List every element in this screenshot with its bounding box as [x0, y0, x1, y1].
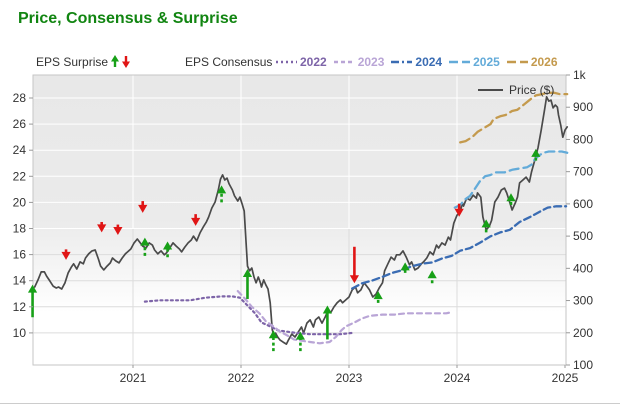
surprise-arrow-down	[138, 201, 148, 213]
line-swatch-2023-icon	[333, 60, 355, 64]
surprise-arrow-up	[506, 193, 516, 206]
legend-year-label: 2025	[473, 55, 500, 69]
consensus-2022-line	[143, 295, 354, 336]
horizontal-gridlines	[33, 97, 566, 334]
eps-surprise-label: EPS Surprise	[36, 55, 109, 69]
surprise-arrow-up	[140, 237, 150, 256]
y-axis-left-label: 28	[13, 91, 27, 105]
surprise-arrow-down	[97, 221, 107, 233]
legend-item-2025: 2025	[449, 55, 500, 69]
surprise-arrow-up	[531, 148, 541, 161]
y-axis-right-label: 700	[573, 165, 593, 179]
surprise-arrow-up	[162, 241, 173, 258]
surprise-arrows-layer	[27, 148, 541, 352]
year-legend: 2022 2023 2024 2025 2026	[276, 55, 558, 69]
y-axis-right-label: 600	[573, 197, 593, 211]
legend-item-2023: 2023	[333, 55, 385, 69]
consensus-2026-line	[459, 91, 569, 144]
consensus-2025-line	[453, 150, 569, 209]
surprise-arrow-up	[295, 331, 305, 352]
chart-title: Price, Consensus & Surprise	[18, 10, 238, 27]
y-axis-left-label: 16	[13, 248, 27, 262]
legend-year-label: 2024	[415, 55, 443, 69]
line-swatch-2026-icon	[506, 60, 528, 64]
y-axis-left-label: 12	[13, 300, 27, 314]
surprise-arrow-up	[481, 219, 491, 233]
surprise-arrow-up	[322, 305, 332, 340]
surprise-legend-icons	[110, 54, 134, 72]
x-axis-label: 2025	[552, 371, 579, 385]
surprise-arrow-down	[191, 214, 201, 226]
price-legend-label: Price ($)	[509, 83, 554, 97]
legend-year-label: 2023	[357, 55, 385, 69]
x-axis-label: 2023	[336, 371, 363, 385]
surprise-arrow-down	[113, 224, 123, 236]
y-axis-right: 1k 900 800 700 600 500 400 300 200 100	[566, 68, 593, 372]
y-axis-right-label: 300	[573, 294, 593, 308]
y-axis-right-label: 800	[573, 132, 593, 146]
x-axis-label: 2021	[120, 371, 147, 385]
legend-year-label: 2022	[300, 55, 327, 69]
line-swatch-2025-icon	[449, 60, 471, 64]
eps-consensus-label: EPS Consensus	[185, 55, 273, 69]
plot-border	[32, 74, 567, 366]
price-legend: Price ($)	[478, 83, 554, 97]
surprise-arrow-up	[373, 291, 383, 303]
legend-item-2024: 2024	[391, 55, 442, 69]
y-axis-right-label: 500	[573, 229, 593, 243]
price-line	[33, 96, 569, 345]
x-axis-label: 2022	[228, 371, 255, 385]
y-axis-right-label: 100	[573, 358, 593, 372]
y-axis-right-label: 1k	[573, 68, 587, 82]
surprise-arrow-up	[427, 270, 437, 284]
legend-year-label: 2026	[530, 55, 558, 69]
surprise-arrow-down	[349, 246, 359, 284]
y-axis-left-label: 14	[13, 274, 27, 288]
consensus-2024-line	[351, 205, 568, 290]
y-axis-left-label: 18	[13, 222, 27, 236]
y-axis-left-label: 24	[13, 143, 27, 157]
surprise-up-icon	[111, 55, 119, 67]
y-axis-right-label: 900	[573, 100, 593, 114]
surprise-up-down-icons	[111, 55, 130, 68]
surprise-arrow-up	[216, 185, 227, 203]
consensus-2023-line	[236, 290, 454, 345]
line-swatch-2024-icon	[391, 60, 413, 64]
legend-row: EPS Surprise EPS Consensus 2022	[0, 54, 620, 70]
plot-background	[33, 75, 566, 365]
y-axis-right-label: 400	[573, 261, 593, 275]
legend-item-2022: 2022	[276, 55, 327, 69]
surprise-arrow-down	[454, 203, 464, 217]
line-swatch-2022-icon	[276, 60, 297, 64]
y-axis-left-label: 10	[13, 326, 27, 340]
legend-item-2026: 2026	[506, 55, 558, 69]
surprise-arrow-up	[27, 284, 38, 318]
y-axis-right-label: 200	[573, 326, 593, 340]
y-axis-left-label: 26	[13, 117, 27, 131]
x-axis-label: 2024	[444, 371, 471, 385]
surprise-arrow-down	[61, 249, 71, 260]
y-axis-left-label: 22	[13, 169, 27, 183]
bottom-divider	[0, 403, 620, 404]
surprise-arrow-up	[242, 268, 253, 299]
y-axis-left-label: 20	[13, 195, 27, 209]
surprise-arrow-up	[400, 262, 410, 273]
surprise-arrow-up	[268, 330, 278, 352]
x-axis: 2021 2022 2023 2024 2025	[120, 365, 579, 385]
y-axis-left: 28 26 24 22 20 18 16 14 12 10	[13, 91, 33, 340]
surprise-down-icon	[122, 56, 130, 68]
